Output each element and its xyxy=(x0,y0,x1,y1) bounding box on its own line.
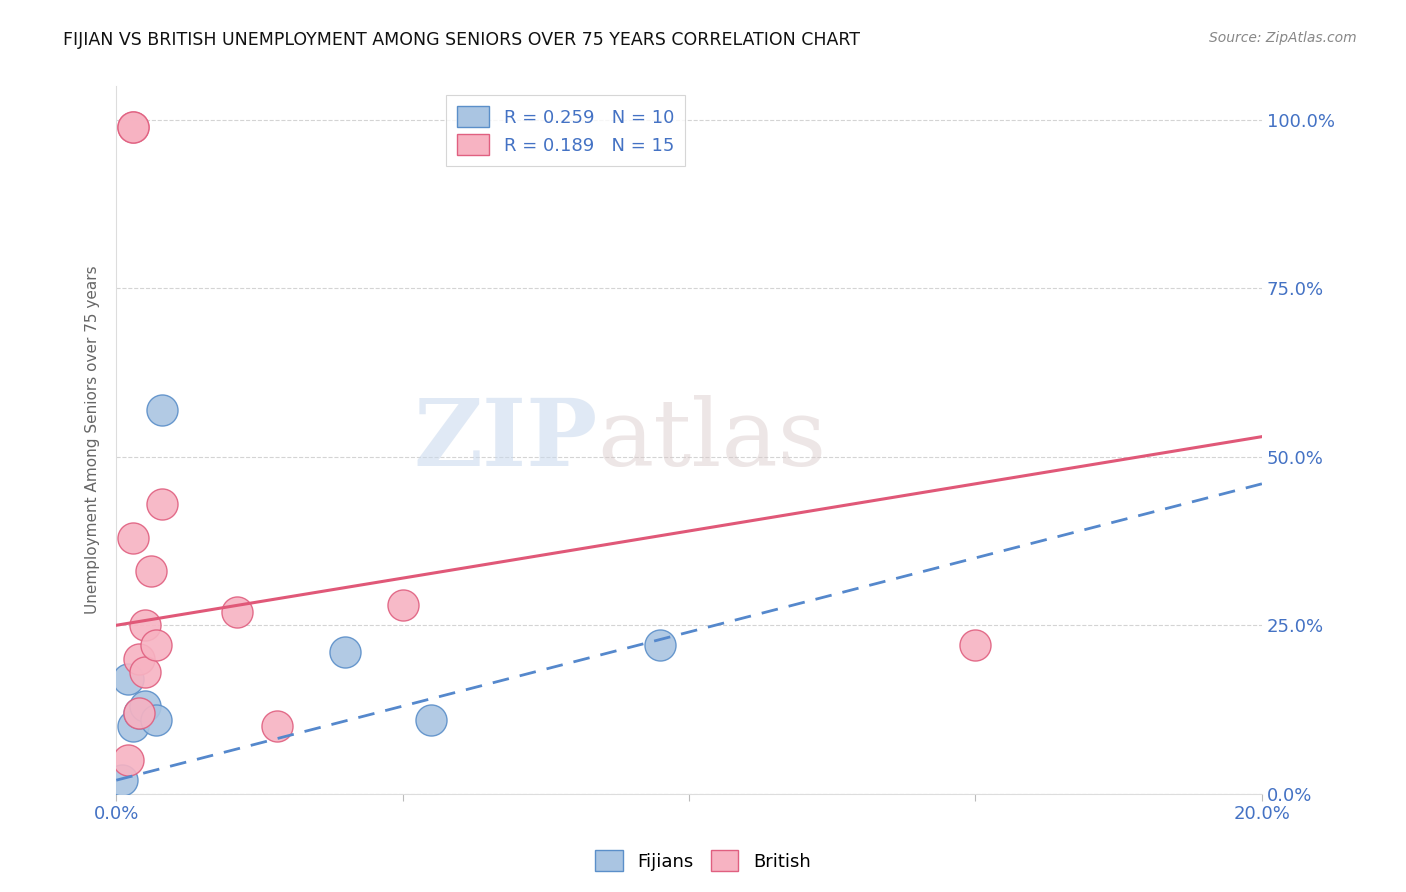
Point xyxy=(150,402,173,417)
Point xyxy=(111,773,134,788)
Point xyxy=(122,120,145,134)
Point xyxy=(128,706,150,720)
Point xyxy=(117,753,139,767)
Point xyxy=(134,618,156,632)
Point xyxy=(122,120,145,134)
Point xyxy=(225,605,247,619)
Legend: Fijians, British: Fijians, British xyxy=(588,843,818,879)
Point xyxy=(266,719,288,733)
Point xyxy=(335,645,357,659)
Point xyxy=(145,713,167,727)
Legend: R = 0.259   N = 10, R = 0.189   N = 15: R = 0.259 N = 10, R = 0.189 N = 15 xyxy=(446,95,685,166)
Point xyxy=(391,598,413,612)
Point xyxy=(965,639,987,653)
Point xyxy=(145,639,167,653)
Point xyxy=(420,713,443,727)
Point xyxy=(650,639,672,653)
Y-axis label: Unemployment Among Seniors over 75 years: Unemployment Among Seniors over 75 years xyxy=(86,266,100,615)
Point xyxy=(122,531,145,545)
Point xyxy=(134,699,156,714)
Text: FIJIAN VS BRITISH UNEMPLOYMENT AMONG SENIORS OVER 75 YEARS CORRELATION CHART: FIJIAN VS BRITISH UNEMPLOYMENT AMONG SEN… xyxy=(63,31,860,49)
Point xyxy=(122,719,145,733)
Text: Source: ZipAtlas.com: Source: ZipAtlas.com xyxy=(1209,31,1357,45)
Point xyxy=(128,706,150,720)
Text: ZIP: ZIP xyxy=(413,395,598,485)
Point xyxy=(150,497,173,511)
Point xyxy=(134,665,156,680)
Text: atlas: atlas xyxy=(598,395,827,485)
Point xyxy=(117,672,139,686)
Point xyxy=(128,652,150,666)
Point xyxy=(139,565,162,579)
